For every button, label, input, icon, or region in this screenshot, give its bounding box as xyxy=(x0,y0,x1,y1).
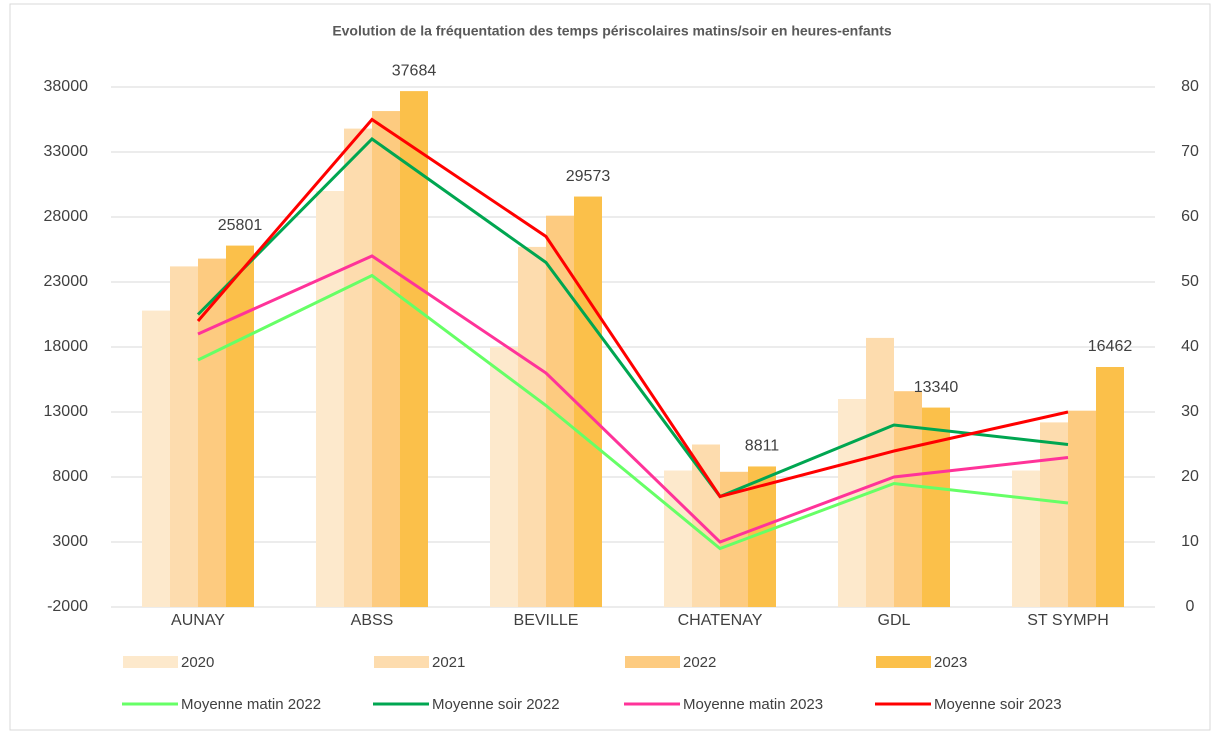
legend-label: Moyenne soir 2023 xyxy=(934,696,1062,713)
data-label: 25801 xyxy=(218,217,263,234)
legend-label: 2023 xyxy=(934,654,967,671)
legend-label: 2020 xyxy=(181,654,214,671)
y2-tick-label: 10 xyxy=(1181,533,1199,550)
data-label: 29573 xyxy=(566,168,611,185)
bar xyxy=(922,407,950,607)
y2-tick-label: 70 xyxy=(1181,143,1199,160)
x-tick-label: ST SYMPH xyxy=(1027,612,1109,629)
line-series xyxy=(197,254,1069,544)
bar xyxy=(518,246,546,607)
y2-tick-label: 50 xyxy=(1181,273,1199,290)
x-tick-label: BEVILLE xyxy=(514,612,579,629)
legend-swatch xyxy=(876,656,931,668)
bar xyxy=(490,347,518,607)
y2-tick-label: 80 xyxy=(1181,78,1199,95)
line-series xyxy=(197,273,1069,551)
y-tick-label: 3000 xyxy=(52,533,88,550)
y-tick-label: 28000 xyxy=(44,208,89,225)
legend-label: 2022 xyxy=(683,654,716,671)
line-series xyxy=(196,137,1069,499)
legend-label: Moyenne soir 2022 xyxy=(432,696,560,713)
x-tick-label: CHATENAY xyxy=(678,612,763,629)
data-label: 37684 xyxy=(392,62,437,79)
bar xyxy=(372,111,400,608)
bar xyxy=(692,444,720,607)
y-tick-label: 23000 xyxy=(44,273,89,290)
bar xyxy=(226,245,254,607)
x-tick-label: ABSS xyxy=(351,612,394,629)
bar xyxy=(866,337,894,607)
y-tick-label: 38000 xyxy=(44,78,89,95)
y-tick-label: 8000 xyxy=(52,468,88,485)
legend-label: Moyenne matin 2023 xyxy=(683,696,823,713)
x-tick-label: AUNAY xyxy=(171,612,225,629)
legend-swatch xyxy=(123,656,178,668)
legend-label: Moyenne matin 2022 xyxy=(181,696,321,713)
y2-tick-label: 40 xyxy=(1181,338,1199,355)
y-tick-label: 33000 xyxy=(44,143,89,160)
y2-tick-label: 20 xyxy=(1181,468,1199,485)
bar xyxy=(1068,410,1096,607)
y-tick-label: 18000 xyxy=(44,338,89,355)
bar xyxy=(574,196,602,607)
legend-swatch xyxy=(374,656,429,668)
y2-tick-label: 60 xyxy=(1181,208,1199,225)
y2-tick-label: 0 xyxy=(1186,598,1195,615)
legend-label: 2021 xyxy=(432,654,465,671)
y-tick-label: -2000 xyxy=(47,598,88,615)
chart-frame xyxy=(9,3,1211,731)
bar xyxy=(1012,470,1040,607)
bar xyxy=(1096,366,1124,607)
bar xyxy=(142,310,170,607)
y2-tick-label: 30 xyxy=(1181,403,1199,420)
chart-title: Evolution de la fréquentation des temps … xyxy=(332,23,892,39)
data-label: 8811 xyxy=(745,438,780,455)
line-series xyxy=(196,117,1069,499)
x-tick-label: GDL xyxy=(878,612,911,629)
bar xyxy=(1040,422,1068,607)
data-label: 13340 xyxy=(914,379,959,396)
bar xyxy=(894,391,922,607)
y-tick-label: 13000 xyxy=(44,403,89,420)
bar xyxy=(170,266,198,607)
bar xyxy=(316,191,344,607)
legend-swatch xyxy=(625,656,680,668)
bar xyxy=(344,128,372,607)
data-label: 16462 xyxy=(1088,338,1133,355)
